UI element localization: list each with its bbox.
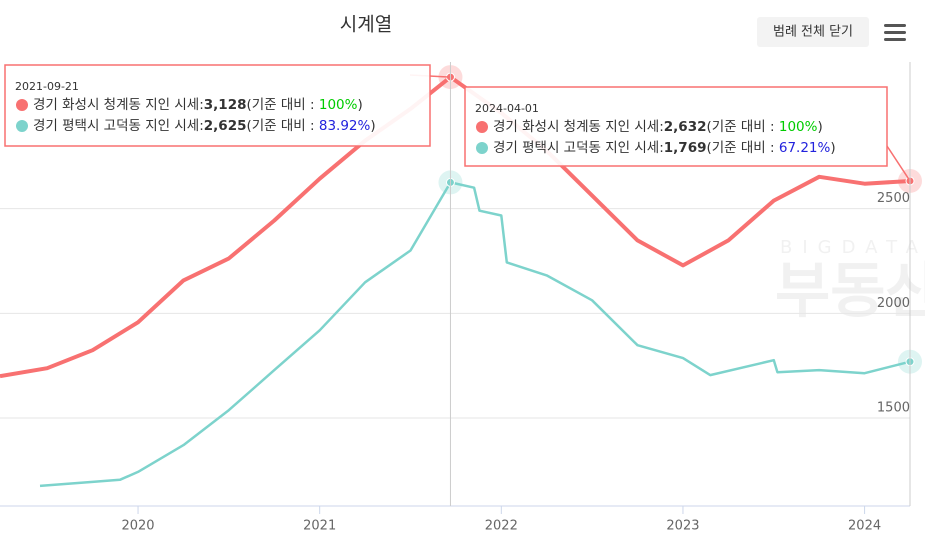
- tooltip-value: 2,625: [204, 118, 247, 134]
- tooltip-ratio: 100%: [779, 119, 818, 135]
- y-tick-label: 2500: [877, 191, 910, 206]
- tooltip-series-name: 경기 평택시 고덕동 지인 시세: [33, 118, 199, 134]
- tooltip-date: 2024-04-01: [475, 102, 539, 115]
- x-tick-label: 2024: [848, 519, 881, 534]
- tooltip-value: 3,128: [204, 97, 247, 113]
- tooltip-colon: :: [199, 97, 204, 113]
- tooltip-row: 경기 화성시 청계동 지인 시세:3,128(기준 대비 : 100%): [33, 97, 363, 113]
- series-line: [39, 181, 911, 488]
- tooltip-ratio-suffix: ): [830, 140, 835, 156]
- tooltip-ratio-prefix: (기준 대비 :: [246, 118, 318, 134]
- tooltip-value: 1,769: [664, 140, 707, 156]
- tooltip-series-name: 경기 화성시 청계동 지인 시세: [493, 119, 659, 135]
- tooltip-ratio-prefix: (기준 대비 :: [246, 97, 318, 113]
- tooltip-ratio: 67.21%: [779, 140, 831, 156]
- x-tick-label: 2022: [485, 519, 518, 534]
- tooltip-series-name: 경기 화성시 청계동 지인 시세: [33, 97, 199, 113]
- legend-toggle-label[interactable]: 범례 전체 닫기: [773, 25, 853, 40]
- tooltip-colon: :: [199, 118, 204, 134]
- x-tick-label: 2023: [666, 519, 699, 534]
- tooltip-box: [464, 86, 888, 167]
- tooltip-legend-dot: [476, 142, 488, 154]
- tooltip-row: 경기 평택시 고덕동 지인 시세:1,769(기준 대비 : 67.21%): [493, 140, 836, 156]
- menu-button[interactable]: [884, 24, 906, 41]
- tooltip-row: 경기 화성시 청계동 지인 시세:2,632(기준 대비 : 100%): [493, 119, 823, 135]
- tooltip-ratio-suffix: ): [357, 97, 362, 113]
- tooltip-value: 2,632: [664, 119, 707, 135]
- y-tick-label: 2000: [877, 296, 910, 311]
- tooltip-ratio: 83.92%: [319, 118, 371, 134]
- x-tick-label: 2020: [121, 519, 154, 534]
- tooltip-colon: :: [659, 140, 664, 156]
- tooltip-legend-dot: [476, 121, 488, 133]
- tooltip-date: 2021-09-21: [15, 80, 79, 93]
- chart-title: 시계열: [340, 14, 392, 36]
- tooltip-ratio-prefix: (기준 대비 :: [706, 119, 778, 135]
- tooltip-colon: :: [659, 119, 664, 135]
- tooltip-legend-dot: [16, 99, 28, 111]
- watermark: BIGDATA: [780, 237, 925, 258]
- watermark: 부동산: [775, 257, 925, 327]
- tooltip-ratio-suffix: ): [370, 118, 375, 134]
- tooltip-ratio: 100%: [319, 97, 358, 113]
- legend-toggle-button[interactable]: [757, 17, 869, 47]
- y-tick-label: 1500: [877, 401, 910, 416]
- tooltip-series-name: 경기 평택시 고덕동 지인 시세: [493, 140, 659, 156]
- tooltip-ratio-prefix: (기준 대비 :: [706, 140, 778, 156]
- tooltip-box: [4, 64, 431, 147]
- tooltip-ratio-suffix: ): [817, 119, 822, 135]
- tooltip-legend-dot: [16, 120, 28, 132]
- tooltip-row: 경기 평택시 고덕동 지인 시세:2,625(기준 대비 : 83.92%): [33, 118, 376, 134]
- tooltip-connector: [886, 145, 911, 182]
- x-tick-label: 2021: [303, 519, 336, 534]
